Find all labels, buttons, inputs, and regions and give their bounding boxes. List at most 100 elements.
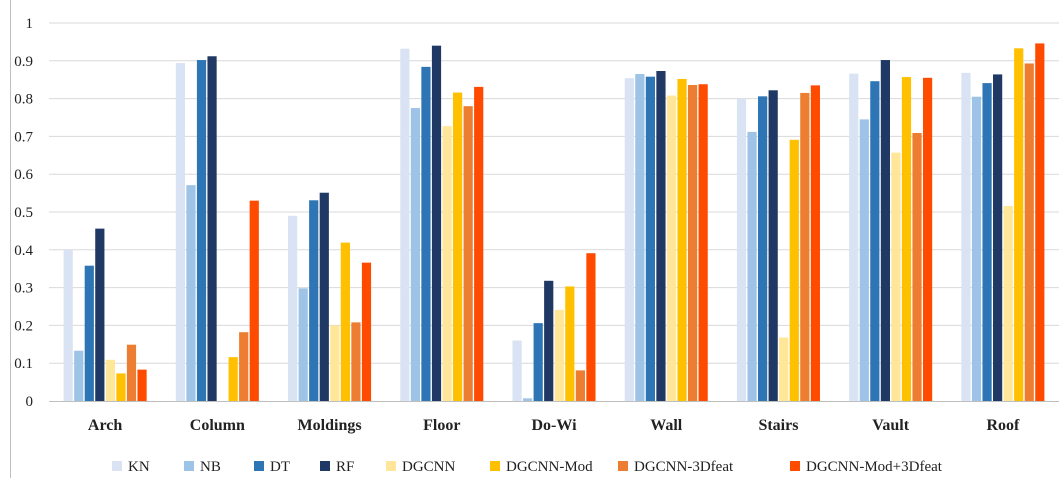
- bar-nb-column: [186, 185, 196, 401]
- legend-swatch: [112, 461, 122, 471]
- bar-dgcnn-3dfeat-stairs: [800, 92, 810, 402]
- bar-kn-wall: [624, 78, 634, 402]
- bar-dt-moldings: [309, 200, 319, 401]
- bar-dgcnn-mod-arch: [116, 373, 126, 401]
- bar-dgcnn-mod-3dfeat-arch: [137, 369, 147, 401]
- bar-dgcnn-mod-column: [228, 357, 238, 401]
- bar-dgcnn-roof: [1003, 205, 1013, 401]
- bar-dgcnn-wall: [666, 95, 677, 402]
- bar-dgcnn-mod-floor: [453, 92, 463, 401]
- bar-dgcnn-moldings: [330, 325, 340, 401]
- legend-label: NB: [200, 459, 221, 475]
- bars: [63, 43, 1045, 402]
- bar-nb-floor: [410, 108, 421, 402]
- bar-rf-wall: [656, 71, 666, 402]
- y-axis-ticks: 0 0.1 0.2 0.3 0.4 0.5 0.6 0.7 0.8 0.9 1: [14, 16, 33, 410]
- bar-dgcnn-3dfeat-column: [239, 332, 249, 401]
- legend-swatch: [184, 461, 194, 471]
- legend-label: DT: [270, 459, 290, 475]
- bar-dgcnn-mod-3dfeat-do-wi: [586, 253, 596, 401]
- bar-dgcnn-3dfeat-roof: [1024, 63, 1034, 402]
- bar-rf-stairs: [768, 90, 778, 401]
- bar-dgcnn-arch: [105, 359, 115, 401]
- legend: KN NB DT RF DGCNN DGCNN-Mod DGCNN-3Dfeat DGCNN-…: [112, 459, 943, 475]
- legend-swatch: [254, 461, 264, 471]
- bar-dgcnn-mod-3dfeat-vault: [922, 77, 933, 401]
- y-tick-label: 0.2: [14, 318, 33, 334]
- bar-kn-moldings: [288, 215, 298, 401]
- bar-dt-vault: [870, 81, 880, 401]
- y-tick-label: 0.5: [14, 205, 33, 221]
- x-tick-label: Wall: [650, 417, 683, 434]
- bar-kn-do-wi: [512, 340, 522, 401]
- x-tick-label: Stairs: [758, 417, 798, 434]
- bar-dgcnn-mod-wall: [677, 78, 687, 401]
- x-tick-label: Moldings: [298, 417, 362, 434]
- bar-rf-moldings: [319, 192, 329, 401]
- y-tick-label: 0.1: [14, 356, 33, 372]
- bar-dgcnn-floor: [442, 126, 452, 401]
- bar-dgcnn-3dfeat-arch: [126, 344, 137, 401]
- gridlines: [49, 22, 1059, 364]
- bar-kn-floor: [400, 48, 410, 401]
- y-tick-label: 0.3: [14, 281, 33, 297]
- bar-dgcnn-mod-roof: [1014, 48, 1024, 402]
- bar-dgcnn-vault: [891, 152, 901, 401]
- legend-label: DGCNN-Mod: [506, 459, 593, 475]
- bar-dgcnn-3dfeat-wall: [687, 84, 698, 401]
- bar-dgcnn-3dfeat-floor: [463, 106, 473, 401]
- bar-dt-floor: [421, 66, 431, 402]
- x-axis: [10, 0, 1059, 478]
- bar-rf-column: [207, 56, 217, 401]
- bar-dgcnn-mod-vault: [901, 77, 912, 401]
- bar-dgcnn-mod-3dfeat-column: [249, 200, 259, 401]
- legend-label: DGCNN-3Dfeat: [634, 459, 734, 475]
- legend-swatch: [386, 461, 396, 471]
- y-tick-label: 0.7: [14, 129, 33, 145]
- bar-rf-roof: [993, 74, 1003, 402]
- x-axis-labels: Arch Column Moldings Floor Do-Wi Wall Stairs Va…: [88, 417, 1020, 434]
- bar-nb-moldings: [298, 288, 308, 401]
- bar-rf-vault: [880, 60, 890, 401]
- x-tick-label: Floor: [423, 417, 460, 434]
- legend-swatch: [790, 461, 800, 471]
- bar-nb-stairs: [747, 131, 757, 401]
- bar-dt-stairs: [758, 96, 768, 401]
- legend-swatch: [320, 461, 330, 471]
- bar-dgcnn-mod-3dfeat-stairs: [810, 85, 820, 402]
- y-tick-label: 0: [26, 394, 34, 410]
- x-tick-label: Do-Wi: [531, 417, 577, 434]
- x-tick-label: Vault: [872, 417, 909, 434]
- y-tick-label: 0.4: [14, 243, 33, 259]
- legend-label: DGCNN-Mod+3Dfeat: [806, 459, 943, 475]
- bar-kn-roof: [961, 72, 971, 402]
- legend-label: KN: [128, 459, 150, 475]
- bar-rf-arch: [95, 228, 105, 401]
- bar-dgcnn-do-wi: [554, 309, 564, 401]
- y-tick-label: 1: [26, 16, 34, 32]
- bar-dgcnn-mod-3dfeat-roof: [1035, 43, 1045, 402]
- bar-dgcnn-mod-3dfeat-moldings: [361, 262, 372, 401]
- bar-dgcnn-mod-3dfeat-wall: [698, 84, 708, 402]
- y-tick-label: 0.8: [14, 92, 33, 108]
- bar-dgcnn-stairs: [779, 337, 789, 401]
- bar-rf-floor: [431, 45, 442, 402]
- bar-dgcnn-3dfeat-vault: [912, 132, 922, 402]
- bar-kn-vault: [849, 73, 859, 401]
- x-tick-label: Arch: [88, 417, 122, 434]
- bar-nb-vault: [859, 119, 869, 401]
- bar-kn-stairs: [736, 98, 747, 401]
- legend-swatch: [618, 461, 628, 471]
- legend-swatch: [490, 461, 500, 471]
- x-tick-label: Roof: [986, 417, 1020, 434]
- bar-dt-roof: [982, 83, 992, 402]
- bar-rf-do-wi: [544, 280, 554, 401]
- bar-kn-column: [175, 63, 186, 402]
- bar-dt-arch: [84, 265, 94, 401]
- legend-label: RF: [336, 459, 354, 475]
- bar-nb-wall: [635, 74, 645, 401]
- bar-dt-wall: [645, 76, 655, 402]
- bar-dgcnn-mod-moldings: [340, 242, 350, 401]
